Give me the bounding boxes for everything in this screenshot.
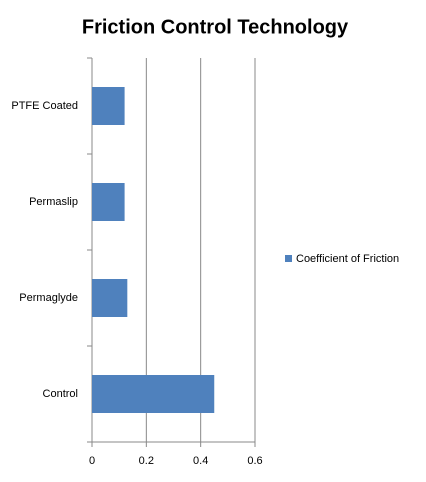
y-tick-label: PTFE Coated [11, 100, 78, 112]
x-tick-label: 0 [89, 455, 95, 467]
x-tick-label: 0.4 [193, 455, 208, 467]
x-tick-label: 0.2 [139, 455, 154, 467]
y-tick-label: Permaslip [29, 196, 78, 208]
x-tick-label: 0.6 [247, 455, 262, 467]
legend-label: Coefficient of Friction [296, 253, 399, 265]
bar [92, 375, 215, 413]
chart-title: Friction Control Technology [82, 16, 349, 38]
legend-swatch [285, 255, 292, 262]
y-tick-label: Control [43, 388, 78, 400]
bar [92, 87, 125, 125]
bar [92, 279, 128, 317]
bar [92, 183, 125, 221]
y-tick-label: Permaglyde [19, 292, 78, 304]
